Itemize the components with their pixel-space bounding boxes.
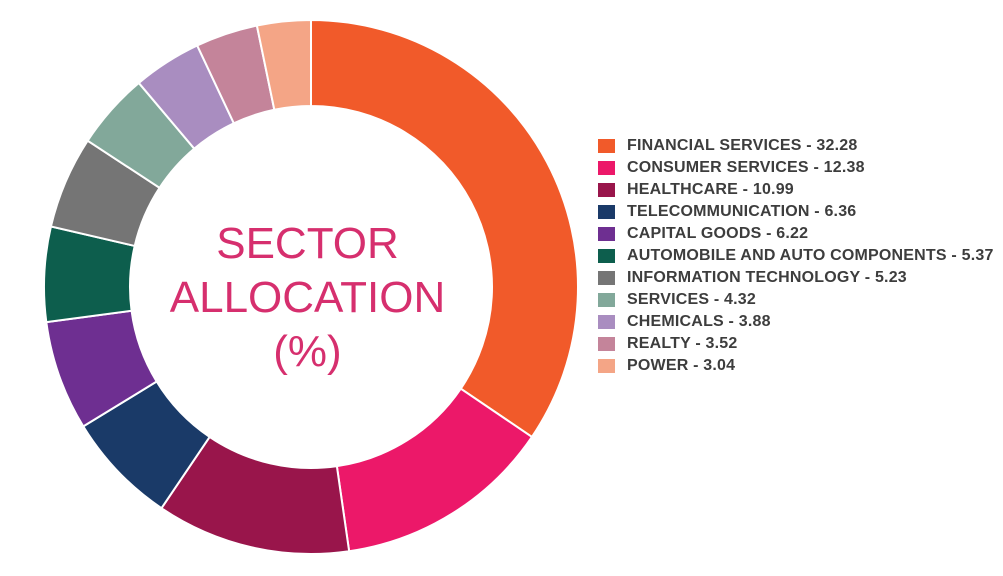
legend-swatch	[598, 161, 615, 175]
legend-swatch	[598, 293, 615, 307]
legend-label: REALTY - 3.52	[627, 335, 738, 352]
legend-item-services: SERVICES - 4.32	[598, 289, 998, 311]
legend-label: CONSUMER SERVICES - 12.38	[627, 159, 865, 176]
legend-label: FINANCIAL SERVICES - 32.28	[627, 137, 858, 154]
center-title-line-2: ALLOCATION	[169, 273, 446, 322]
center-title-line-1: SECTOR	[216, 219, 399, 268]
legend-swatch	[598, 315, 615, 329]
legend-item-information-technology: INFORMATION TECHNOLOGY - 5.23	[598, 267, 998, 289]
legend-item-capital-goods: CAPITAL GOODS - 6.22	[598, 223, 998, 245]
center-title-line-3: (%)	[273, 327, 342, 376]
legend-label: HEALTHCARE - 10.99	[627, 181, 794, 198]
legend-item-power: POWER - 3.04	[598, 355, 998, 377]
legend-swatch	[598, 359, 615, 373]
chart-legend: FINANCIAL SERVICES - 32.28 CONSUMER SERVI…	[598, 135, 998, 377]
slice-financial-services	[310, 18, 579, 439]
legend-label: AUTOMOBILE AND AUTO COMPONENTS - 5.37	[627, 247, 994, 264]
legend-label: SERVICES - 4.32	[627, 291, 756, 308]
legend-item-chemicals: CHEMICALS - 3.88	[598, 311, 998, 333]
legend-label: TELECOMMUNICATION - 6.36	[627, 203, 857, 220]
legend-swatch	[598, 205, 615, 219]
legend-swatch	[598, 337, 615, 351]
legend-swatch	[598, 271, 615, 285]
legend-label: INFORMATION TECHNOLOGY - 5.23	[627, 269, 907, 286]
legend-label: POWER - 3.04	[627, 357, 736, 374]
sector-allocation-donut-chart	[43, 18, 579, 555]
legend-label: CAPITAL GOODS - 6.22	[627, 225, 809, 242]
legend-swatch	[598, 139, 615, 153]
legend-item-automobile-and-auto-components: AUTOMOBILE AND AUTO COMPONENTS - 5.37	[598, 245, 998, 267]
legend-label: CHEMICALS - 3.88	[627, 313, 771, 330]
legend-item-consumer-services: CONSUMER SERVICES - 12.38	[598, 157, 998, 179]
legend-swatch	[598, 249, 615, 263]
legend-item-financial-services: FINANCIAL SERVICES - 32.28	[598, 135, 998, 157]
legend-swatch	[598, 227, 615, 241]
legend-item-healthcare: HEALTHCARE - 10.99	[598, 179, 998, 201]
legend-item-telecommunication: TELECOMMUNICATION - 6.36	[598, 201, 998, 223]
legend-item-realty: REALTY - 3.52	[598, 333, 998, 355]
legend-swatch	[598, 183, 615, 197]
slice-power	[255, 18, 312, 111]
